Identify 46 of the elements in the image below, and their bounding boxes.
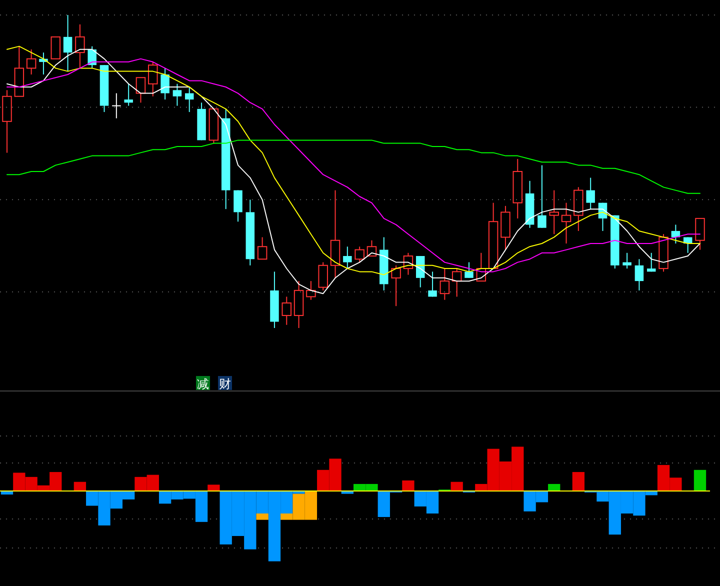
text: 减 bbox=[197, 377, 209, 391]
candlestick bbox=[428, 271, 437, 298]
candlestick bbox=[50, 36, 61, 60]
candlestick bbox=[14, 46, 24, 97]
text: 财 bbox=[219, 377, 231, 391]
candlestick bbox=[257, 236, 268, 260]
candlestick bbox=[646, 252, 656, 272]
candlestick bbox=[538, 164, 546, 228]
candlestick bbox=[476, 252, 486, 282]
candlestick bbox=[136, 77, 146, 104]
candlestick bbox=[622, 252, 632, 270]
candlestick bbox=[440, 268, 450, 300]
candlestick bbox=[63, 14, 72, 72]
candlestick bbox=[343, 246, 352, 270]
bar bbox=[572, 472, 584, 491]
bar bbox=[450, 482, 463, 491]
candlestick bbox=[512, 158, 523, 219]
candlestick bbox=[124, 83, 133, 106]
bar bbox=[402, 480, 414, 491]
bar bbox=[548, 484, 560, 491]
bar bbox=[256, 513, 268, 520]
candlestick bbox=[184, 86, 194, 113]
candlestick bbox=[294, 280, 304, 328]
bar bbox=[74, 482, 86, 491]
candlestick bbox=[549, 190, 559, 235]
candlestick bbox=[160, 68, 170, 100]
candlestick bbox=[464, 262, 474, 278]
candlestick bbox=[75, 24, 85, 69]
candlestick bbox=[683, 236, 692, 254]
candlestick bbox=[282, 296, 292, 326]
candlestick bbox=[695, 218, 705, 250]
bar bbox=[694, 470, 706, 491]
candlestick bbox=[488, 202, 498, 270]
candlestick bbox=[574, 186, 584, 232]
candlestick bbox=[330, 190, 340, 278]
candlestick bbox=[306, 280, 316, 300]
candlestick bbox=[561, 202, 572, 244]
candlestick bbox=[88, 46, 96, 69]
candlestick bbox=[172, 83, 182, 106]
candlestick bbox=[112, 92, 122, 119]
candlestick bbox=[2, 90, 12, 154]
candlestick bbox=[586, 177, 595, 210]
candlestick bbox=[234, 190, 242, 222]
candlestick bbox=[26, 48, 36, 75]
candlestick bbox=[634, 258, 644, 291]
bar bbox=[208, 484, 220, 491]
